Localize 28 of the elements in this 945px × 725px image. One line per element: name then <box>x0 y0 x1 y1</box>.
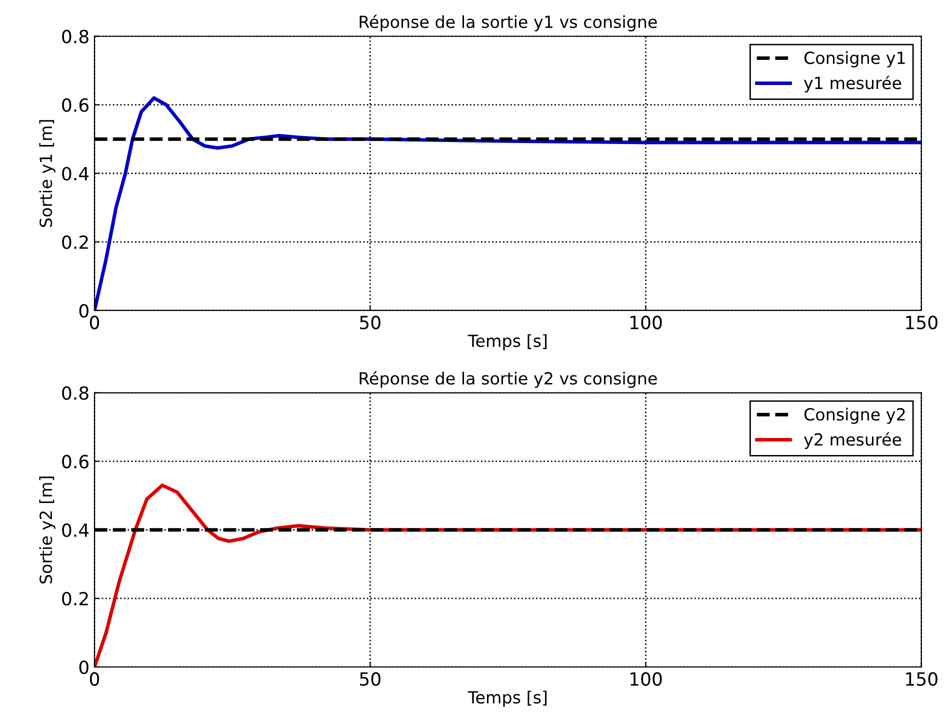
y-tick-label: 0.4 <box>62 166 89 180</box>
y-tick-label: 0.6 <box>62 454 89 468</box>
x-tick-label: 50 <box>360 672 380 686</box>
y-axis-title: Sortie y1 [m] <box>39 120 56 227</box>
chart-title: Réponse de la sortie y2 vs consigne <box>360 371 657 388</box>
x-axis-title: Temps [s] <box>468 690 547 707</box>
y-tick-label: 0.8 <box>62 386 88 400</box>
legend-label: Consigne y2 <box>804 408 905 424</box>
y-tick-label: 0.2 <box>62 592 88 606</box>
y-tick-label: 0 <box>79 304 88 318</box>
legend-label: y2 mesurée <box>804 432 902 450</box>
x-tick-label: 100 <box>630 672 662 686</box>
y-tick-label: 0 <box>79 660 88 674</box>
legend-label: Consigne y1 <box>804 51 905 68</box>
chart-title: Réponse de la sortie y1 vs consigne <box>360 14 657 32</box>
legend-label: y1 mesurée <box>804 76 902 93</box>
x-tick-label: 50 <box>360 316 380 330</box>
x-tick-label: 150 <box>906 316 938 330</box>
x-tick-label: 0 <box>90 316 100 330</box>
x-tick-label: 0 <box>90 672 100 686</box>
x-tick-label: 150 <box>906 672 938 686</box>
y-tick-label: 0.8 <box>62 30 88 44</box>
y-tick-label: 0.2 <box>62 235 88 250</box>
y-axis-title: Sortie y2 [m] <box>39 476 56 584</box>
x-axis-title: Temps [s] <box>468 334 547 350</box>
y-tick-label: 0.6 <box>62 98 89 112</box>
y-tick-label: 0.4 <box>62 523 89 537</box>
x-tick-label: 100 <box>630 316 662 330</box>
